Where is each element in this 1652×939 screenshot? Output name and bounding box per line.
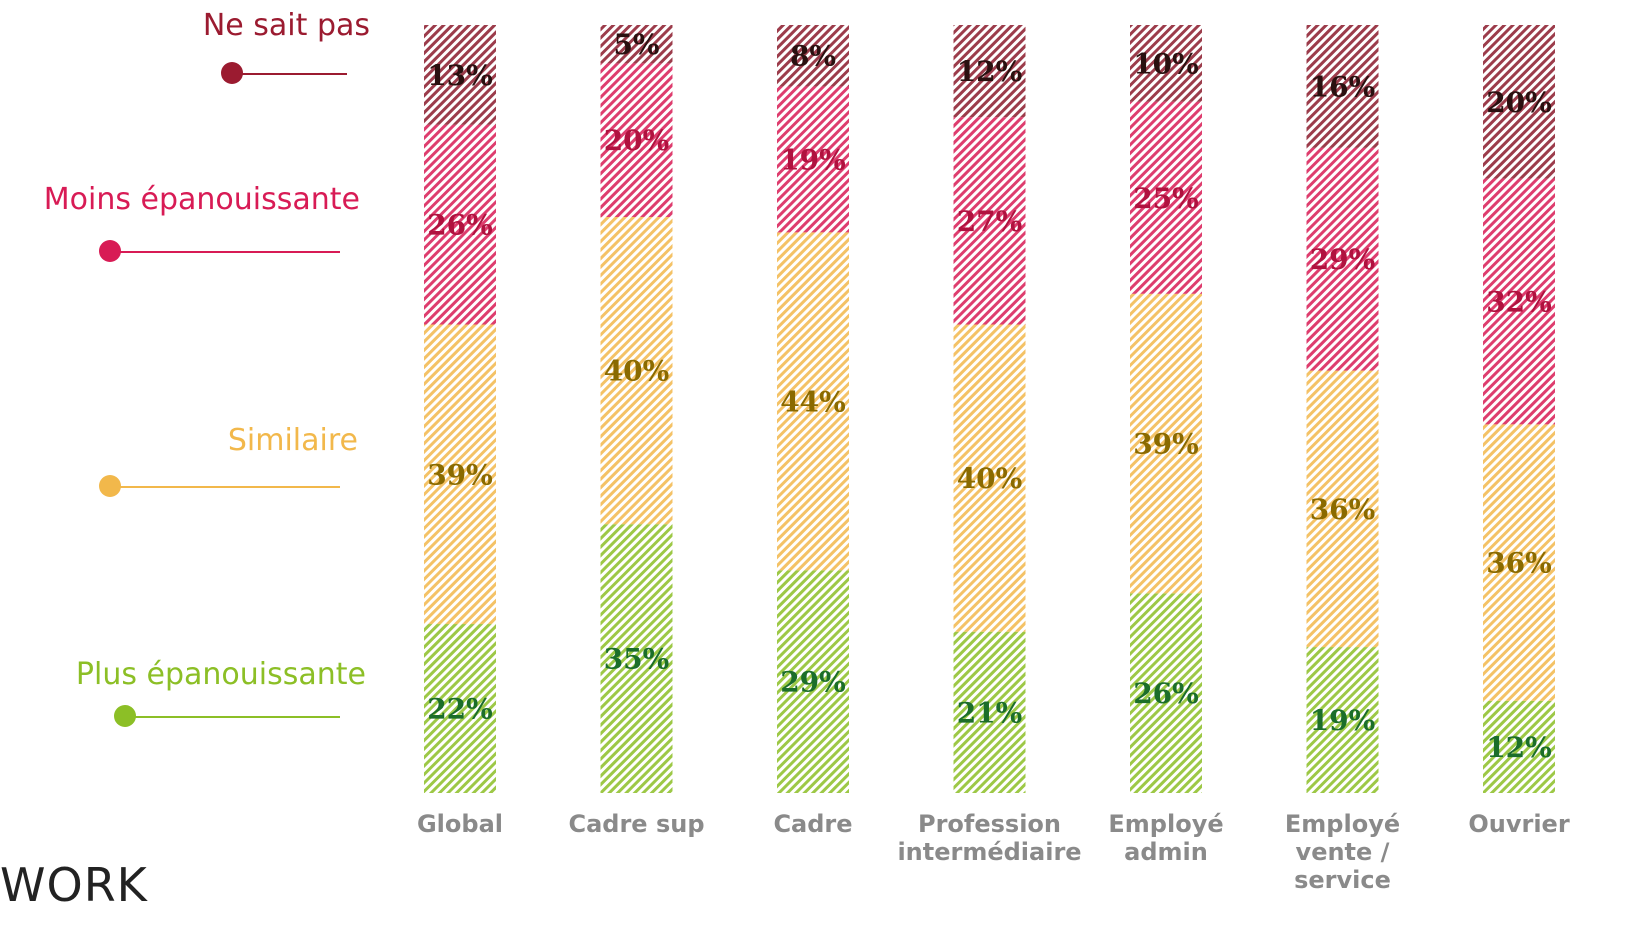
bar-segment-ne-sait-pas-0 [424, 25, 496, 125]
bar-segment-ne-sait-pas-2 [777, 25, 849, 87]
value-label-similaire-1: 40% [604, 355, 670, 388]
category-label-6: Ouvrier [1468, 810, 1569, 838]
category-label-3: Profession intermédiaire [897, 810, 1081, 866]
value-label-plus-5: 19% [1310, 704, 1376, 737]
value-label-plus-6: 12% [1486, 731, 1552, 764]
legend-marker-ne-sait-pas [221, 62, 243, 84]
bar-segment-ne-sait-pas-5 [1306, 25, 1379, 148]
value-label-ne-sait-pas-1: 5% [613, 28, 659, 61]
bar-segment-moins-6 [1483, 178, 1555, 425]
value-label-moins-1: 20% [604, 124, 670, 157]
bar-segment-similaire-2 [777, 232, 849, 571]
legend-label-similaire: Similaire [227, 423, 358, 458]
category-label-2: Cadre [773, 810, 852, 838]
value-label-moins-0: 26% [427, 209, 493, 242]
category-labels-group: Global Cadre sup Cadre Profession intermédia… [417, 810, 1570, 894]
bar-segment-similaire-1 [600, 217, 673, 525]
value-label-plus-4: 26% [1133, 677, 1199, 710]
bar-segment-similaire-6 [1483, 424, 1555, 701]
legend-label-ne-sait-pas: Ne sait pas [202, 8, 370, 43]
value-label-ne-sait-pas-2: 8% [790, 40, 836, 73]
bar-segment-plus-2 [777, 570, 849, 793]
legend-line-moins [110, 251, 340, 253]
value-label-plus-3: 21% [957, 696, 1023, 729]
value-label-ne-sait-pas-6: 20% [1486, 86, 1552, 119]
bar-segment-similaire-3 [953, 324, 1026, 632]
value-label-ne-sait-pas-5: 16% [1310, 70, 1376, 103]
brand-logo: WORK [0, 858, 148, 912]
category-label-0: Global [417, 810, 503, 838]
bar-segment-moins-4 [1130, 101, 1202, 294]
legend-marker-similaire [99, 475, 121, 497]
value-label-ne-sait-pas-3: 12% [957, 55, 1023, 88]
legend-line-similaire [110, 486, 340, 488]
bar-segment-similaire-4 [1130, 293, 1202, 594]
bar-segment-plus-1 [600, 524, 673, 793]
value-label-moins-6: 32% [1486, 285, 1552, 318]
value-label-moins-4: 25% [1133, 182, 1199, 215]
legend-label-moins: Moins épanouissante [43, 182, 360, 217]
value-label-moins-2: 19% [780, 143, 846, 176]
category-label-5: Employé vente / service [1285, 810, 1400, 894]
bar-segment-ne-sait-pas-4 [1130, 25, 1202, 102]
bar-segment-moins-5 [1306, 147, 1379, 371]
value-label-similaire-5: 36% [1310, 493, 1376, 526]
bar-segment-plus-0 [424, 624, 496, 793]
bar-segment-ne-sait-pas-3 [953, 25, 1026, 118]
bar-segment-plus-3 [953, 631, 1026, 793]
bar-segment-moins-3 [953, 117, 1026, 325]
bar-segment-plus-5 [1306, 647, 1379, 793]
value-label-ne-sait-pas-4: 10% [1133, 47, 1199, 80]
category-label-1: Cadre sup [568, 810, 704, 838]
bar-segment-moins-0 [424, 124, 496, 325]
legend-marker-moins [99, 240, 121, 262]
value-label-plus-0: 22% [427, 693, 493, 726]
bar-segment-ne-sait-pas-1 [600, 25, 673, 64]
legend-marker-plus [114, 705, 136, 727]
value-label-ne-sait-pas-0: 13% [427, 59, 493, 92]
value-labels-group: 22% 39% 26% 13% 35% 40% 20% 5% 29% 44% 19% 8% 21% 40%… [427, 28, 1552, 764]
legend-line-plus [125, 716, 340, 718]
bars-group [424, 25, 1555, 793]
value-label-similaire-6: 36% [1486, 547, 1552, 580]
bar-segment-ne-sait-pas-6 [1483, 25, 1555, 179]
value-label-plus-2: 29% [780, 666, 846, 699]
bar-segment-moins-1 [600, 63, 673, 218]
legend-label-plus: Plus épanouissante [75, 657, 366, 692]
bar-segment-similaire-0 [424, 324, 496, 625]
category-label-4: Employé admin [1108, 810, 1223, 866]
value-label-plus-1: 35% [604, 643, 670, 676]
bar-segment-moins-2 [777, 86, 849, 233]
value-label-similaire-2: 44% [780, 385, 846, 418]
value-label-moins-3: 27% [957, 205, 1023, 238]
value-label-similaire-3: 40% [957, 462, 1023, 495]
bar-segment-plus-6 [1483, 700, 1555, 793]
value-label-similaire-4: 39% [1133, 428, 1199, 461]
value-label-moins-5: 29% [1310, 243, 1376, 276]
legend-line-ne-sait-pas [232, 73, 347, 75]
value-label-similaire-0: 39% [427, 458, 493, 491]
bar-segment-similaire-5 [1306, 370, 1379, 648]
bar-segment-plus-4 [1130, 593, 1202, 793]
